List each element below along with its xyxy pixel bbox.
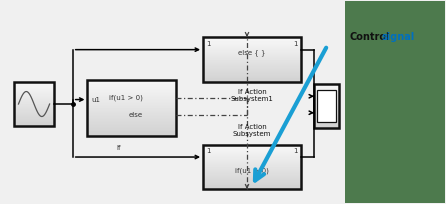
Text: if(u1 > 0): if(u1 > 0) (235, 167, 269, 174)
Bar (314, 84, 339, 128)
Bar (87, 80, 176, 136)
Text: If: If (116, 145, 121, 151)
Text: If Action
Subsystem: If Action Subsystem (233, 124, 271, 137)
Bar (345, 1, 445, 203)
Bar (14, 82, 54, 126)
Text: u1: u1 (92, 96, 101, 103)
Text: else: else (128, 112, 143, 118)
Text: Control: Control (350, 32, 390, 42)
Text: signal: signal (382, 32, 415, 42)
Text: 1: 1 (293, 148, 297, 154)
Bar (317, 90, 336, 122)
Text: If Action
Subsystem1: If Action Subsystem1 (231, 89, 273, 102)
Text: if(u1 > 0): if(u1 > 0) (109, 95, 143, 101)
Text: 1: 1 (293, 41, 297, 47)
Bar (203, 37, 301, 82)
Text: 1: 1 (206, 41, 211, 47)
Text: 1: 1 (206, 148, 211, 154)
Bar (203, 145, 301, 189)
Text: else { }: else { } (238, 49, 266, 56)
